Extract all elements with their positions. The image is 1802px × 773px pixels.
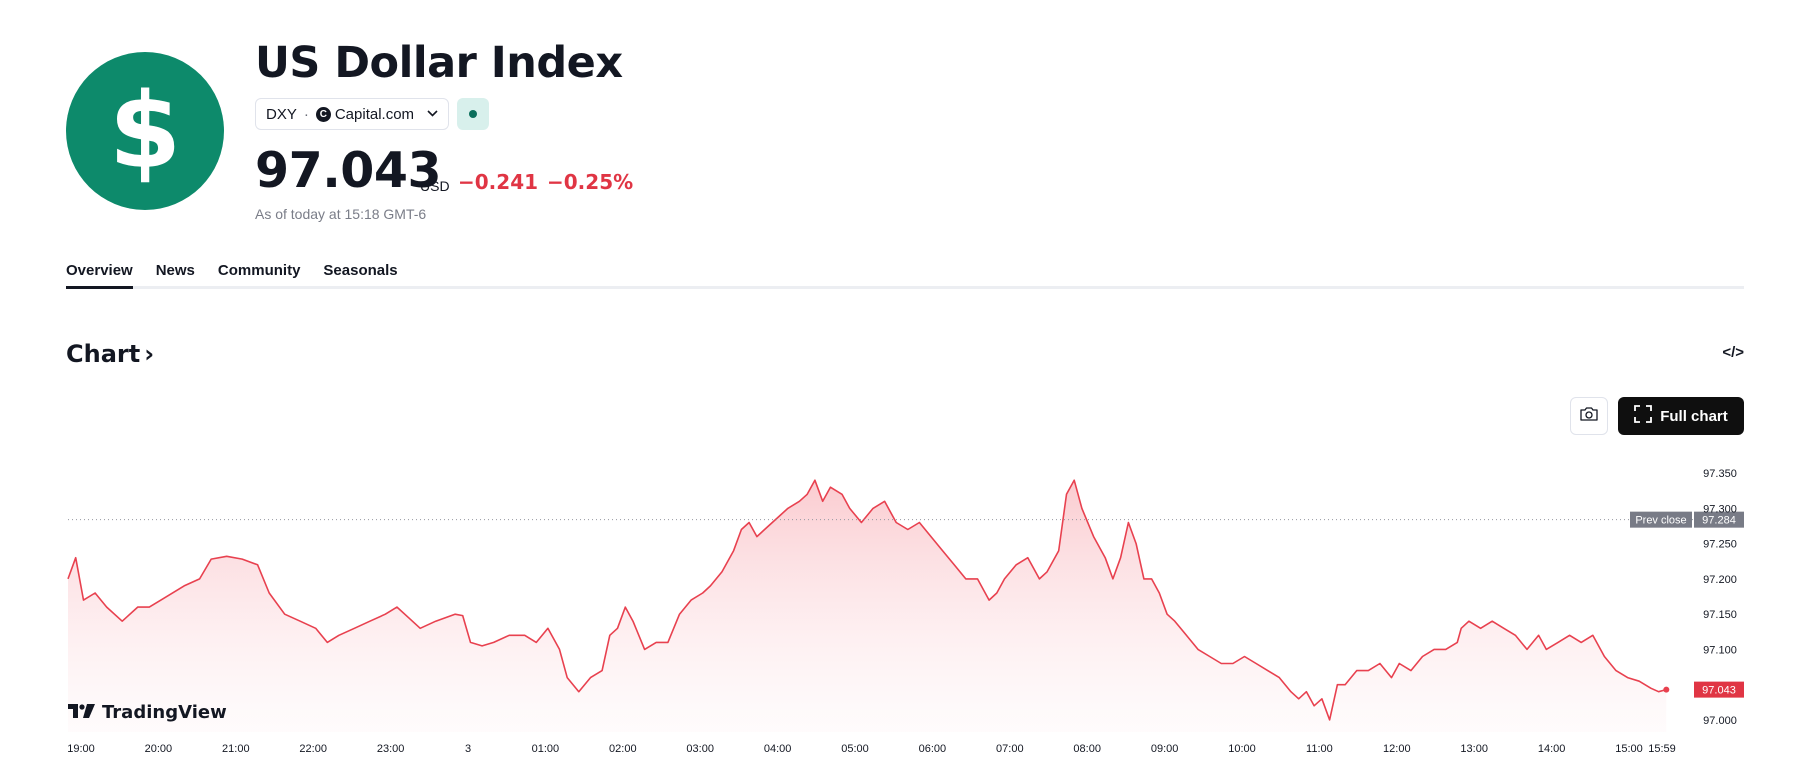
x-tick-label: 21:00 xyxy=(222,743,250,755)
x-tick-label: 03:00 xyxy=(686,743,714,755)
x-tick-label: 01:00 xyxy=(532,743,560,755)
last-price-dot xyxy=(1663,686,1670,693)
chevron-right-icon: › xyxy=(144,340,155,368)
x-tick-label: 20:00 xyxy=(145,743,173,755)
y-tick-label: 97.250 xyxy=(1703,539,1737,551)
tabs-divider xyxy=(66,286,1744,289)
prev-close-value-bg xyxy=(1694,511,1744,528)
full-chart-label: Full chart xyxy=(1660,407,1728,425)
y-tick-label: 97.350 xyxy=(1703,468,1737,480)
tab-news[interactable]: News xyxy=(155,262,195,279)
x-tick-label: 22:00 xyxy=(299,743,327,755)
x-tick-label: 09:00 xyxy=(1151,743,1179,755)
screenshot-button[interactable] xyxy=(1570,397,1608,435)
x-tick-label: 07:00 xyxy=(996,743,1024,755)
prev-close-value: 97.284 xyxy=(1702,515,1736,527)
tradingview-branding[interactable]: TradingView xyxy=(68,702,227,723)
price-line xyxy=(67,479,1667,721)
last-value-label: 97.043 xyxy=(1702,685,1736,697)
full-chart-button[interactable]: Full chart xyxy=(1618,397,1744,435)
tradingview-logo-icon xyxy=(68,702,96,723)
ticker-symbol: DXY xyxy=(266,105,297,123)
x-tick-label: 04:00 xyxy=(764,743,792,755)
separator-dot: · xyxy=(303,105,309,123)
dxy-logo: $ xyxy=(66,52,224,210)
x-tick-label: 13:00 xyxy=(1460,743,1488,755)
tradingview-label: TradingView xyxy=(102,702,227,723)
x-tick-label: 23:00 xyxy=(377,743,405,755)
tab-community[interactable]: Community xyxy=(217,262,301,279)
section-tabs: Overview News Community Seasonals xyxy=(66,262,398,289)
x-tick-label: 15:59 xyxy=(1648,743,1676,755)
expand-icon xyxy=(1634,405,1653,427)
x-tick-label: 05:00 xyxy=(841,743,869,755)
last-price: 97.043 xyxy=(255,142,442,199)
y-tick-label: 97.300 xyxy=(1703,503,1737,515)
y-tick-label: 97.150 xyxy=(1703,609,1737,621)
chart-heading: Chart xyxy=(66,340,141,368)
x-tick-label: 15:00 xyxy=(1615,743,1643,755)
y-tick-label: 97.200 xyxy=(1703,574,1737,586)
data-source-label: Capital.com xyxy=(334,105,415,123)
change-percent: −0.25% xyxy=(547,170,634,194)
as-of-timestamp: As of today at 15:18 GMT-6 xyxy=(255,206,427,222)
chevron-down-icon xyxy=(427,108,438,120)
price-currency: USD xyxy=(420,178,450,194)
x-tick-label: 19:00 xyxy=(67,743,95,755)
dollar-sign-icon: $ xyxy=(108,70,182,192)
capital-com-icon: C xyxy=(315,106,331,122)
y-tick-label: 97.100 xyxy=(1703,644,1737,656)
symbol-source-selector[interactable]: DXY · C Capital.com xyxy=(255,98,449,130)
camera-icon xyxy=(1579,406,1599,427)
x-tick-label: 14:00 xyxy=(1538,743,1566,755)
x-tick-label: 08:00 xyxy=(1073,743,1101,755)
last-value-label-bg xyxy=(1694,681,1744,698)
x-tick-label: 3 xyxy=(465,743,471,755)
change-value: −0.241 xyxy=(458,170,539,194)
market-status-dot-icon xyxy=(469,110,477,118)
page-title: US Dollar Index xyxy=(255,38,623,88)
x-tick-label: 10:00 xyxy=(1228,743,1256,755)
price-change: −0.241 −0.25% xyxy=(458,170,633,194)
prev-close-label: Prev close xyxy=(1635,515,1686,527)
y-tick-label: 97.000 xyxy=(1703,715,1737,727)
market-status-button[interactable] xyxy=(457,98,489,130)
x-tick-label: 11:00 xyxy=(1306,743,1333,755)
chart-section-link[interactable]: Chart › xyxy=(66,340,154,368)
x-tick-label: 02:00 xyxy=(609,743,637,755)
tab-overview[interactable]: Overview xyxy=(66,262,133,289)
prev-close-label-bg xyxy=(1630,511,1692,528)
embed-code-button[interactable]: </> xyxy=(1722,344,1744,361)
tab-seasonals[interactable]: Seasonals xyxy=(323,262,398,279)
x-tick-label: 12:00 xyxy=(1383,743,1411,755)
price-area-fill xyxy=(68,480,1667,732)
x-tick-label: 06:00 xyxy=(919,743,947,755)
